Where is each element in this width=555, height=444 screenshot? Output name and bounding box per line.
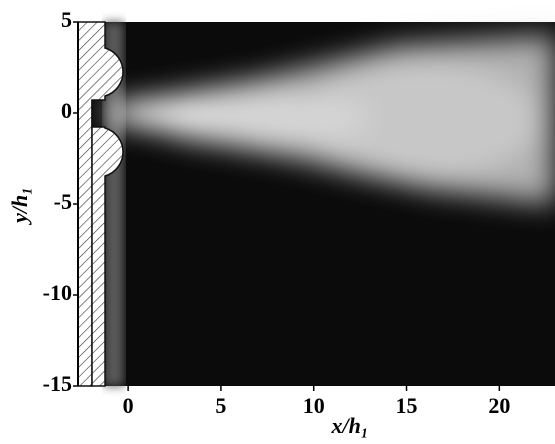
y-tick-label: 5 (61, 7, 72, 32)
x-axis-label: x/h₁ (330, 413, 368, 438)
x-tick-label: 20 (488, 393, 510, 418)
y-tick-label: 0 (61, 98, 72, 123)
y-tick-label: -10 (43, 280, 72, 305)
x-tick-label: 15 (396, 393, 418, 418)
x-tick-label: 10 (303, 393, 325, 418)
x-tick-label: 5 (215, 393, 226, 418)
photo (78, 22, 555, 386)
y-tick-label: -5 (54, 189, 72, 214)
nozzle (77, 21, 124, 387)
y-tick-label: -15 (43, 371, 72, 396)
x-tick-label: 0 (123, 393, 134, 418)
y-axis-label: y/h₁ (7, 187, 32, 226)
